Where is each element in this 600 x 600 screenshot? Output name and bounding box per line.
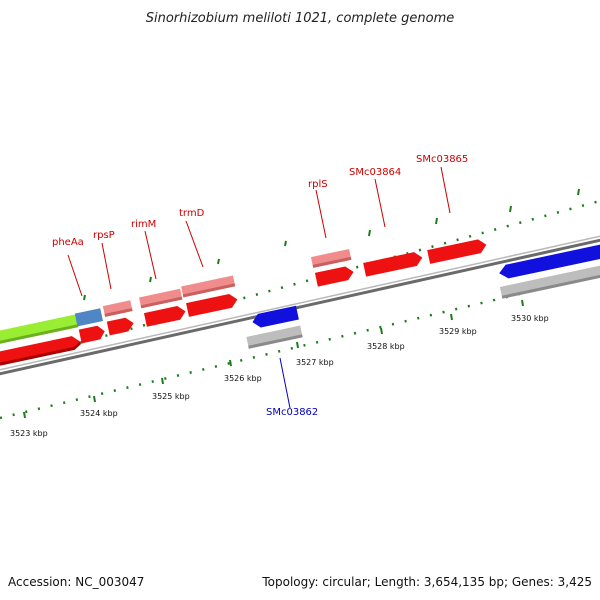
gene-SMc03864-cds [363,252,423,277]
kbp-label: 3525 kbp [152,392,190,401]
accession-label: Accession: NC_003047 [8,575,144,589]
gene-pheAa-cds [78,325,105,344]
gene-label: rplS [308,179,328,190]
gene-label-leaders [67,166,451,409]
gene-right-reverse-rna [499,263,600,299]
kbp-label: 3524 kbp [80,409,118,418]
gene-label: pheAa [52,237,84,248]
forward-rna-genes [102,248,352,317]
green-feature [0,314,79,346]
kbp-label: 3523 kbp [10,429,48,438]
gene-label: SMc03864 [349,167,401,178]
forward-cds-genes [0,239,487,368]
gene-label: rimM [131,219,156,230]
gene-SMc03862-cds [252,305,299,328]
gene-label: rpsP [93,230,115,241]
gene-right-reverse-cds [499,242,600,279]
gene-SMc03862-rna [246,325,303,349]
gene-rpsP-cds [106,317,134,336]
gene-rimM-rna [139,288,183,309]
gene-rplS-rna [310,248,352,268]
kbp-labels: 3523 kbp 3524 kbp 3525 kbp 3526 kbp 3527… [10,314,549,438]
reverse-genes [246,242,600,349]
major-ticks-lower [23,299,524,419]
kbp-label: 3526 kbp [224,374,262,383]
gene-label: trmD [179,208,205,219]
kbp-label: 3529 kbp [439,327,477,336]
gene-rpsP-rna [102,300,133,317]
gene-label: SMc03862 [266,407,318,418]
kbp-label: 3530 kbp [511,314,549,323]
gene-cds-left-large [0,336,81,368]
steelblue-feature [74,308,103,327]
kbp-label: 3527 kbp [296,358,334,367]
gene-label: SMc03865 [416,154,468,165]
gene-rplS-cds [314,266,354,287]
kbp-label: 3528 kbp [367,342,405,351]
tick-track-upper [0,199,600,366]
gene-trmD-cds [186,293,238,317]
map-title: Sinorhizobium meliloti 1021, complete ge… [146,11,455,26]
gene-SMc03865-cds [427,239,487,264]
genome-summary: Topology: circular; Length: 3,654,135 bp… [261,575,592,589]
gene-labels: pheAa rpsP rimM trmD rplS SMc03864 SMc03… [52,154,468,418]
major-ticks-upper [83,188,580,301]
genome-backbone [0,235,600,376]
gene-rimM-cds [143,306,186,327]
gene-trmD-rna [181,275,236,298]
